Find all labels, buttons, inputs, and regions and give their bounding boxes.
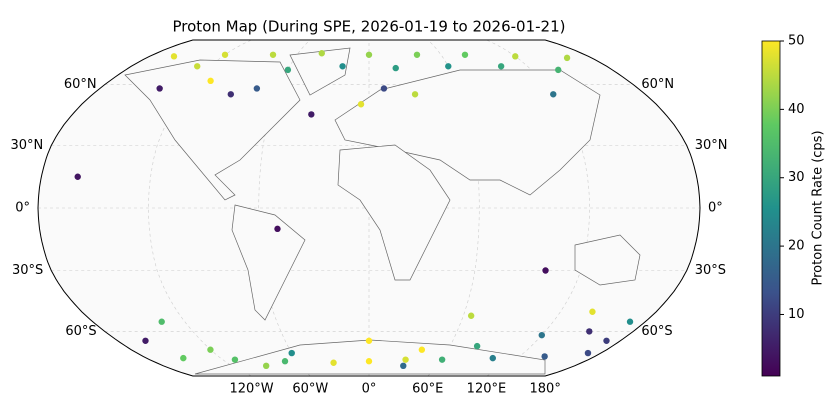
data-point — [227, 91, 235, 98]
data-point — [411, 91, 419, 98]
data-point — [497, 63, 505, 70]
colorbar — [761, 40, 781, 377]
data-point — [207, 346, 214, 353]
data-point — [194, 63, 201, 70]
lat-label-left: 0° — [15, 201, 30, 216]
colorbar-tick-label: 50 — [788, 34, 805, 49]
data-point — [603, 337, 610, 344]
data-point — [512, 53, 519, 60]
lat-label-right: 0° — [708, 201, 723, 216]
data-point — [74, 173, 81, 180]
data-point — [626, 318, 634, 325]
lon-label: 180° — [530, 381, 561, 396]
data-point — [284, 66, 292, 74]
data-point — [400, 362, 407, 370]
data-point — [555, 66, 562, 74]
data-point — [253, 85, 261, 92]
lat-label-right: 60°N — [641, 77, 674, 92]
data-point — [589, 308, 596, 315]
lon-label: 120°W — [229, 381, 273, 396]
data-point — [550, 91, 557, 98]
data-point — [438, 356, 446, 363]
data-point — [584, 349, 592, 357]
data-point — [156, 85, 163, 92]
data-point — [308, 111, 315, 118]
data-point — [274, 225, 281, 233]
lat-label-right: 60°S — [641, 324, 672, 339]
data-point — [418, 346, 426, 353]
data-point — [339, 63, 346, 70]
data-point — [142, 337, 149, 344]
colorbar-label: Proton Count Rate (cps) — [811, 130, 826, 285]
data-point — [262, 362, 270, 370]
points — [74, 50, 634, 370]
data-point — [413, 51, 421, 58]
data-point — [158, 318, 165, 325]
data-point — [318, 50, 325, 57]
lon-label: 120°E — [467, 381, 507, 396]
data-point — [281, 358, 289, 365]
data-point — [392, 64, 399, 72]
data-point — [330, 359, 337, 366]
colorbar-tick-label: 10 — [788, 307, 805, 322]
lat-label-right: 30°N — [695, 138, 728, 153]
data-point — [402, 356, 409, 363]
colorbar-tick-label: 40 — [788, 102, 805, 117]
data-point — [170, 53, 178, 60]
data-point — [445, 63, 452, 70]
data-point — [221, 51, 229, 58]
data-point — [288, 349, 295, 357]
data-point — [365, 358, 373, 365]
data-point — [207, 77, 214, 85]
data-point — [461, 51, 469, 58]
data-point — [586, 328, 593, 335]
data-point — [365, 51, 373, 58]
data-point — [542, 267, 549, 274]
data-point — [541, 353, 548, 360]
lon-label: 0° — [362, 381, 377, 396]
lon-label: 60°W — [292, 381, 328, 396]
data-point — [473, 342, 481, 350]
map-outline — [37, 39, 701, 377]
data-point — [489, 354, 496, 362]
data-point — [231, 356, 239, 363]
coastlines — [124, 47, 641, 375]
chart-title: Proton Map (During SPE, 2026-01-19 to 20… — [173, 18, 566, 36]
lat-label-left: 60°N — [64, 77, 97, 92]
lat-label-right: 30°S — [695, 263, 726, 278]
colorbar-tick-label: 30 — [788, 170, 805, 185]
data-point — [180, 354, 187, 362]
data-point — [357, 101, 365, 108]
data-point — [269, 51, 277, 58]
lat-label-left: 30°S — [12, 263, 43, 278]
lat-label-left: 60°S — [65, 324, 96, 339]
lon-label: 60°E — [412, 381, 443, 396]
map — [37, 39, 701, 377]
lat-label-left: 30°N — [10, 138, 43, 153]
data-point — [380, 85, 388, 92]
data-point — [467, 312, 475, 319]
colorbar-tick-label: 20 — [788, 239, 805, 254]
data-point — [538, 331, 545, 339]
data-point — [563, 54, 571, 62]
data-point — [365, 337, 373, 344]
